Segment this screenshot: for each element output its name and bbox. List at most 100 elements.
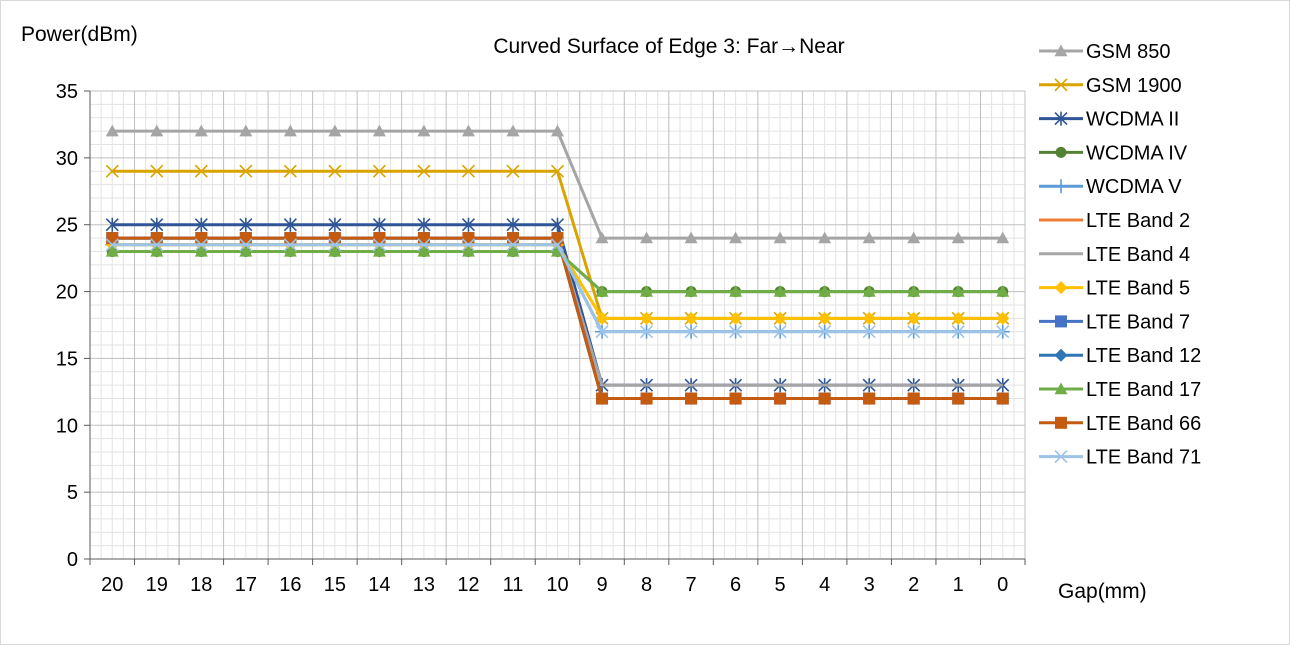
data-point	[773, 311, 787, 325]
x-tick-label: 8	[641, 574, 652, 596]
y-tick-label: 0	[67, 549, 78, 571]
data-point	[773, 325, 787, 339]
x-axis-title: Gap(mm)	[1058, 580, 1147, 603]
data-point	[596, 392, 609, 405]
legend-item: LTE Band 71	[1039, 447, 1201, 469]
x-tick-label: 3	[864, 574, 875, 596]
x-tick-label: 20	[101, 574, 123, 596]
data-point	[150, 217, 164, 232]
x-tick-label: 5	[775, 574, 786, 596]
legend-marker	[1055, 315, 1067, 328]
data-point	[818, 392, 831, 405]
data-point	[150, 232, 163, 245]
data-point	[283, 124, 297, 137]
series-lte-band-17	[105, 244, 1010, 297]
data-point	[640, 285, 654, 297]
x-tick-label: 15	[324, 574, 346, 596]
legend-label: WCDMA II	[1086, 109, 1179, 131]
data-point	[239, 124, 253, 137]
data-point	[506, 164, 520, 178]
y-axis-title: Power(dBm)	[21, 23, 138, 46]
legend-item: WCDMA V	[1039, 176, 1182, 198]
data-point	[951, 325, 965, 339]
data-point	[105, 164, 119, 178]
data-point	[996, 392, 1009, 405]
data-point	[506, 232, 519, 245]
data-point	[283, 217, 297, 232]
x-tick-label: 10	[546, 574, 568, 596]
legend-item: LTE Band 5	[1039, 278, 1190, 300]
data-point	[907, 285, 921, 297]
data-point	[684, 285, 698, 297]
data-point	[194, 124, 208, 137]
data-point	[195, 232, 208, 245]
data-point	[506, 238, 520, 252]
data-point	[328, 238, 342, 252]
legend-marker	[1055, 416, 1067, 429]
data-point	[640, 231, 654, 244]
data-point	[862, 231, 876, 244]
data-point	[818, 231, 832, 244]
data-point	[239, 217, 253, 232]
legend-item: LTE Band 4	[1039, 244, 1190, 266]
grid-layer	[89, 90, 1026, 560]
data-point	[283, 238, 297, 252]
x-tick-label: 11	[503, 574, 524, 596]
data-point	[194, 238, 208, 252]
legend-label: WCDMA V	[1086, 176, 1182, 198]
data-point	[595, 231, 609, 244]
legend-label: GSM 1900	[1086, 75, 1182, 97]
data-point	[862, 311, 876, 325]
data-point	[729, 285, 743, 297]
legend-label: LTE Band 66	[1086, 413, 1201, 435]
data-point	[550, 217, 565, 232]
data-point	[372, 217, 386, 232]
data-point	[417, 217, 431, 232]
legend-label: LTE Band 12	[1086, 345, 1201, 367]
data-point	[372, 238, 386, 252]
legend-marker	[1054, 348, 1068, 362]
data-point	[907, 392, 920, 405]
legend-item: WCDMA IV	[1039, 142, 1188, 164]
data-point	[595, 285, 609, 297]
legend-item: GSM 1900	[1039, 75, 1182, 97]
data-point	[640, 392, 653, 405]
data-point	[773, 231, 787, 244]
data-point	[328, 164, 342, 178]
data-point	[150, 124, 164, 137]
data-point	[550, 164, 565, 178]
data-point	[239, 238, 253, 252]
x-tick-label: 13	[413, 574, 435, 596]
legend-label: LTE Band 7	[1086, 311, 1190, 333]
data-point	[773, 285, 787, 297]
data-point	[595, 325, 609, 339]
data-point	[684, 231, 698, 244]
data-point	[907, 325, 921, 339]
y-tick-label: 25	[56, 215, 78, 237]
data-point	[150, 244, 164, 257]
data-point	[506, 217, 520, 232]
data-point	[194, 217, 208, 232]
data-point	[194, 244, 208, 257]
data-point	[106, 232, 119, 245]
legend-item: LTE Band 2	[1039, 210, 1190, 232]
data-point	[461, 164, 476, 178]
data-point	[461, 238, 476, 252]
legend-label: LTE Band 5	[1086, 278, 1190, 300]
data-point	[818, 285, 832, 297]
data-point	[328, 217, 342, 232]
x-tick-label: 6	[730, 574, 741, 596]
x-tick-label: 7	[686, 574, 697, 596]
legend-item: LTE Band 7	[1039, 311, 1190, 333]
legend: GSM 850 GSM 1900 WCDMA II WCDMA IV WCDMA V LT…	[1039, 41, 1201, 469]
legend-marker	[1054, 281, 1068, 295]
data-point	[462, 232, 475, 245]
data-point	[373, 232, 386, 245]
data-point	[417, 244, 431, 257]
y-tick-label: 30	[56, 148, 78, 170]
data-point	[417, 164, 431, 178]
legend-label: LTE Band 2	[1086, 210, 1190, 232]
